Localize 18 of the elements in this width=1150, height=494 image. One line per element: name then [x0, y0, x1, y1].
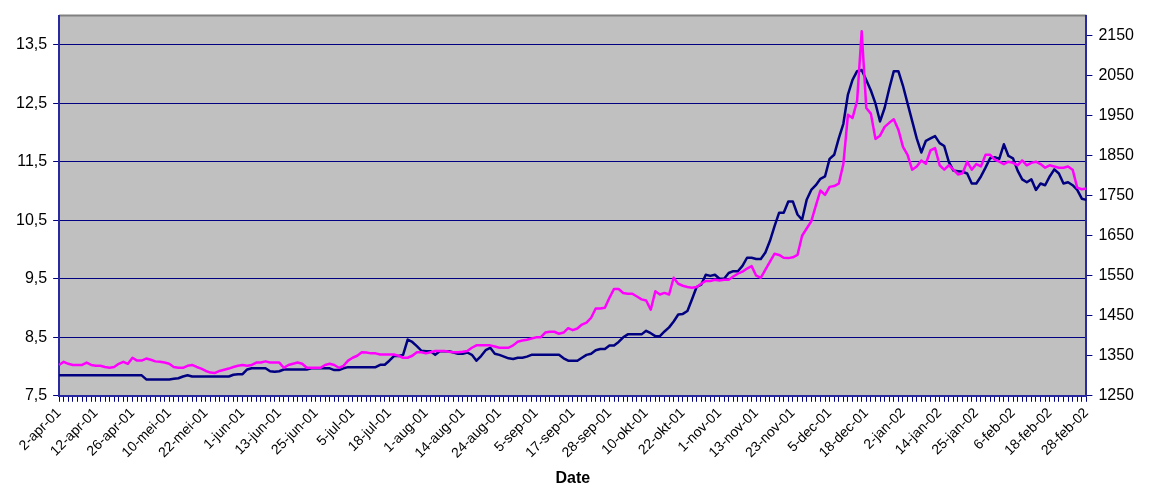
y-tick-label: 8,5: [24, 327, 48, 345]
y2-tick-label: 1450: [1098, 306, 1135, 324]
y2-tick-label: 1950: [1098, 106, 1135, 124]
y2-tick-label: 1350: [1098, 346, 1135, 364]
y2-tick-label: 1650: [1098, 226, 1135, 244]
y2-tick-label: 1550: [1098, 266, 1135, 284]
y-tick-label: 10,5: [16, 210, 48, 228]
y-tick-label: 11,5: [17, 152, 48, 170]
y-tick-label: 7,5: [24, 386, 48, 404]
y-tick-label: 9,5: [24, 269, 48, 287]
y2-tick-label: 1750: [1098, 186, 1135, 204]
y-tick-label: 13,5: [16, 35, 48, 53]
y2-tick-label: 1250: [1098, 386, 1135, 404]
y-tick-label: 12,5: [16, 93, 48, 111]
y2-tick-label: 2150: [1098, 26, 1135, 44]
y2-tick-label: 1850: [1098, 146, 1135, 164]
x-axis-title: Date: [555, 468, 591, 486]
y2-tick-label: 2050: [1098, 66, 1135, 84]
